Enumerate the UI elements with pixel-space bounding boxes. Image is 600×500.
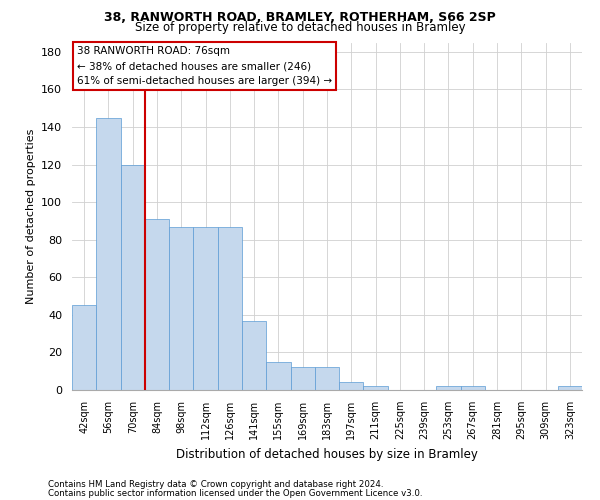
Bar (339, 382, 364, 390)
Text: 38, RANWORTH ROAD, BRAMLEY, ROTHERHAM, S66 2SP: 38, RANWORTH ROAD, BRAMLEY, ROTHERHAM, S… (104, 11, 496, 24)
Bar (96, 118, 121, 390)
Bar (266, 362, 290, 390)
Bar (242, 320, 266, 390)
Bar (558, 386, 582, 390)
Bar (193, 226, 218, 390)
Bar (315, 368, 339, 390)
X-axis label: Distribution of detached houses by size in Bramley: Distribution of detached houses by size … (176, 448, 478, 460)
Bar (218, 226, 242, 390)
Text: Contains public sector information licensed under the Open Government Licence v3: Contains public sector information licen… (48, 489, 422, 498)
Text: Contains HM Land Registry data © Crown copyright and database right 2024.: Contains HM Land Registry data © Crown c… (48, 480, 383, 489)
Bar (364, 386, 388, 390)
Bar (145, 219, 169, 390)
Y-axis label: Number of detached properties: Number of detached properties (26, 128, 35, 304)
Bar (290, 368, 315, 390)
Bar (121, 164, 145, 390)
Bar (72, 306, 96, 390)
Bar (169, 226, 193, 390)
Text: Size of property relative to detached houses in Bramley: Size of property relative to detached ho… (134, 21, 466, 34)
Bar (461, 386, 485, 390)
Text: 38 RANWORTH ROAD: 76sqm
← 38% of detached houses are smaller (246)
61% of semi-d: 38 RANWORTH ROAD: 76sqm ← 38% of detache… (77, 46, 332, 86)
Bar (436, 386, 461, 390)
